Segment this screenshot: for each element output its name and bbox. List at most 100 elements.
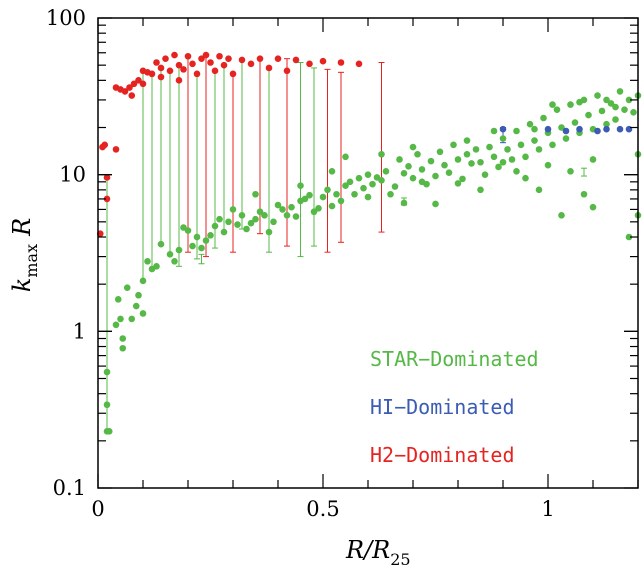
data-point	[198, 55, 205, 62]
data-point	[189, 242, 196, 250]
data-point	[351, 190, 358, 198]
data-point	[454, 156, 462, 163]
data-point	[256, 208, 264, 216]
x-axis-label-sub: 25	[390, 550, 410, 569]
data-point	[144, 257, 151, 265]
y-axis-label-main: k	[8, 278, 36, 293]
data-point	[513, 168, 520, 175]
data-point	[567, 168, 574, 175]
data-point	[119, 344, 127, 352]
data-point	[481, 171, 489, 178]
data-point	[531, 125, 538, 133]
data-point	[184, 227, 192, 234]
data-point	[153, 263, 160, 270]
data-point	[576, 125, 583, 133]
data-point	[319, 57, 327, 65]
data-point	[319, 193, 327, 201]
data-point	[117, 315, 124, 323]
data-point	[387, 190, 394, 198]
data-point	[405, 163, 412, 170]
data-point	[128, 315, 136, 323]
data-point	[216, 215, 223, 223]
data-point	[549, 101, 556, 108]
y-tick-label: 10	[59, 163, 86, 187]
data-point	[526, 120, 534, 128]
data-point	[252, 215, 259, 223]
data-point	[346, 178, 354, 186]
data-point	[229, 206, 237, 213]
data-point	[585, 111, 592, 119]
y-axis-label-tail: R	[8, 218, 36, 237]
legend: STAR−Dominated HI−Dominated H2−Dominated	[370, 347, 539, 467]
y-axis-label: kmax R	[8, 218, 41, 292]
data-point	[130, 80, 138, 88]
y-tick-label: 1	[73, 319, 86, 343]
data-point	[328, 168, 336, 175]
data-point	[616, 125, 624, 133]
data-point	[247, 60, 255, 68]
data-point	[477, 186, 484, 194]
data-point	[598, 107, 606, 115]
data-point	[103, 174, 111, 181]
data-point	[306, 60, 313, 68]
data-point	[441, 161, 448, 169]
data-point	[274, 201, 282, 209]
data-point	[450, 141, 457, 149]
data-point	[544, 161, 552, 169]
data-point	[175, 77, 183, 84]
data-point	[508, 156, 516, 163]
data-point	[364, 171, 372, 178]
data-point	[157, 73, 165, 81]
x-axis-label-main: R/R	[345, 536, 390, 564]
data-point	[580, 190, 588, 198]
data-point	[333, 190, 340, 198]
data-point	[603, 96, 610, 104]
data-point	[119, 335, 127, 342]
y-tick-label: 0.1	[53, 476, 86, 500]
data-point	[607, 100, 615, 107]
data-point	[454, 180, 462, 187]
data-point	[562, 127, 570, 135]
data-point	[369, 180, 376, 188]
data-point	[207, 232, 214, 239]
data-point	[567, 101, 574, 108]
data-point	[288, 203, 295, 211]
data-point	[171, 51, 178, 59]
data-point	[486, 143, 493, 151]
data-point	[306, 191, 313, 199]
data-point	[265, 228, 273, 236]
data-point	[193, 233, 201, 241]
data-point	[103, 195, 111, 203]
data-point	[495, 163, 502, 171]
data-point	[101, 141, 109, 149]
data-point	[477, 158, 484, 166]
data-point	[378, 177, 385, 184]
data-point	[589, 156, 597, 163]
data-point	[157, 64, 165, 72]
data-point	[400, 170, 408, 177]
data-point	[166, 251, 174, 258]
data-point	[553, 106, 561, 113]
error-bars	[104, 54, 587, 432]
data-point	[621, 106, 628, 113]
data-point	[234, 221, 241, 228]
data-point	[522, 153, 529, 161]
data-point	[549, 141, 556, 149]
data-point	[103, 368, 111, 376]
data-point	[324, 186, 331, 194]
data-point	[247, 219, 255, 227]
data-point	[562, 135, 570, 142]
data-point	[128, 92, 136, 99]
data-point	[490, 127, 498, 135]
data-point	[540, 114, 547, 122]
data-point	[198, 244, 205, 252]
data-point	[612, 116, 619, 123]
data-point	[256, 55, 264, 62]
data-point	[522, 174, 529, 182]
data-point	[270, 218, 277, 226]
data-point	[445, 169, 453, 176]
data-point	[292, 213, 300, 220]
data-point	[148, 70, 156, 78]
data-point	[139, 277, 147, 285]
legend-item: HI−Dominated	[370, 395, 515, 419]
